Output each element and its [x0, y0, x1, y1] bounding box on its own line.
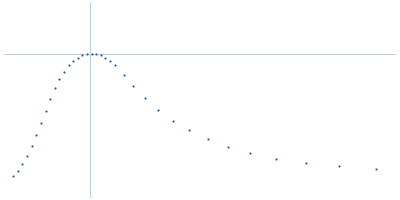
Point — [170, 119, 176, 122]
Point — [19, 163, 26, 166]
Point — [247, 152, 254, 155]
Point — [155, 108, 161, 111]
Point — [112, 64, 118, 67]
Point — [52, 86, 58, 90]
Point — [225, 145, 231, 148]
Point — [47, 97, 53, 101]
Point — [56, 78, 62, 81]
Point — [74, 56, 81, 59]
Point — [38, 121, 44, 124]
Point — [93, 53, 100, 56]
Point — [88, 53, 95, 56]
Point — [336, 165, 342, 168]
Point — [130, 84, 136, 87]
Point — [24, 154, 30, 157]
Point — [102, 56, 109, 59]
Point — [107, 59, 113, 62]
Point — [79, 54, 86, 57]
Point — [65, 64, 72, 67]
Point — [84, 53, 90, 56]
Point — [372, 167, 379, 170]
Point — [121, 73, 127, 77]
Point — [61, 70, 67, 73]
Point — [15, 169, 21, 172]
Point — [42, 109, 49, 112]
Point — [10, 175, 16, 178]
Point — [98, 54, 104, 57]
Point — [28, 144, 35, 147]
Point — [273, 157, 279, 160]
Point — [302, 162, 309, 165]
Point — [205, 138, 211, 141]
Point — [186, 129, 192, 132]
Point — [142, 96, 148, 99]
Point — [33, 133, 40, 136]
Point — [70, 59, 76, 62]
